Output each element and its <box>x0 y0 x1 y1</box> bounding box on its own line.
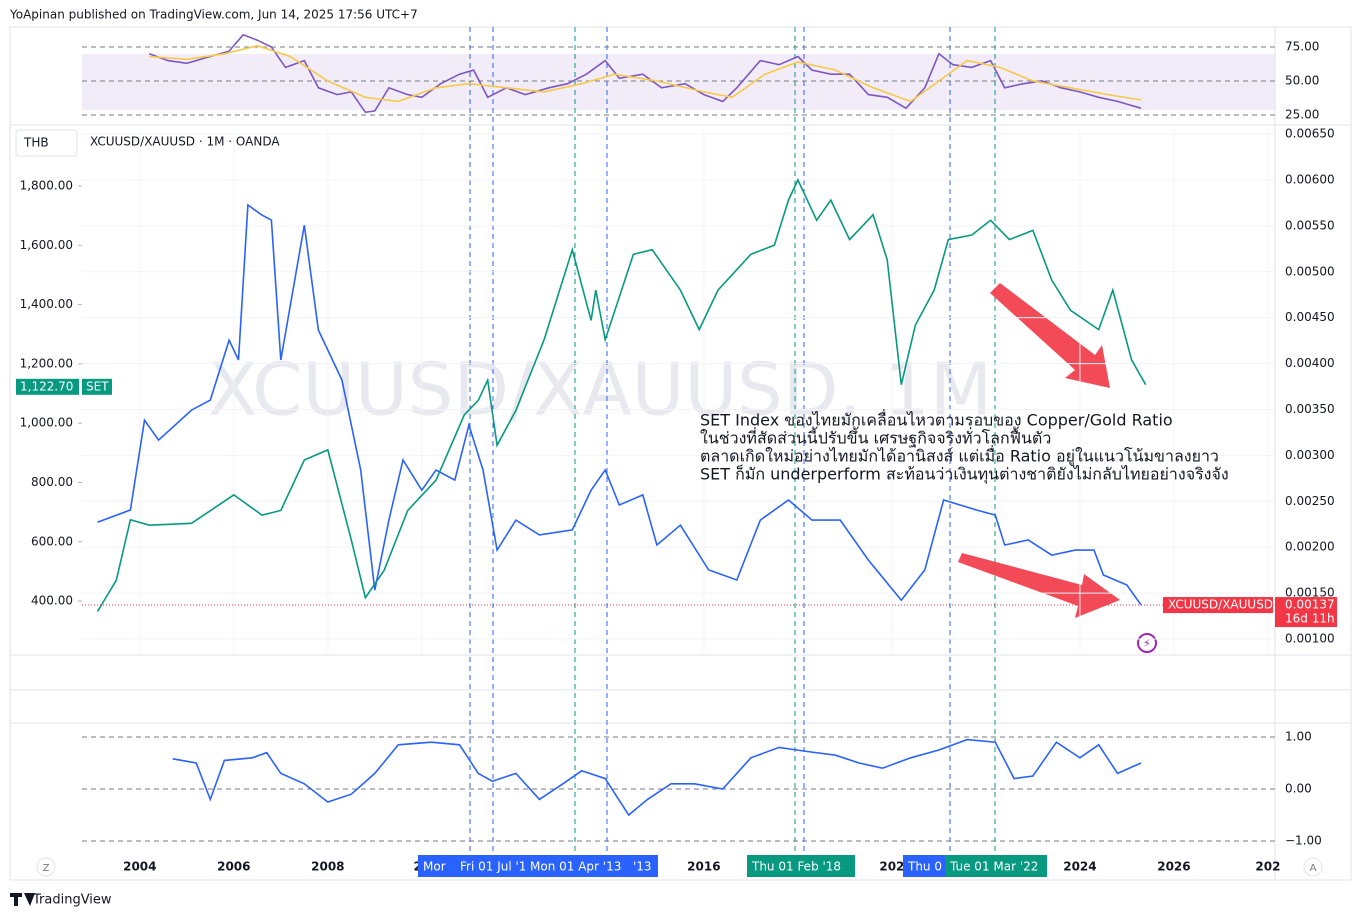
series-line <box>97 203 1142 606</box>
watermark: XCUUSD/XAUUSD, 1M <box>208 348 992 432</box>
rsi-band <box>82 54 1275 110</box>
y2-tick-label: 0.00100 <box>1285 632 1335 646</box>
alert-icon[interactable] <box>1137 633 1157 653</box>
y-tick-label: 600.00 <box>31 534 73 548</box>
price-box <box>16 378 79 395</box>
y-tick-label: 25.00 <box>1285 107 1319 121</box>
date-tag-label: '13 <box>633 860 652 874</box>
date-tag-label: Thu 01 Feb '18 <box>751 860 841 874</box>
date-tag <box>418 855 455 877</box>
date-tag <box>747 855 855 877</box>
price-label: 1,122.70 <box>20 379 73 393</box>
x-tick-label: 202 <box>1255 860 1280 874</box>
y-tick-label: 400.00 <box>31 594 73 608</box>
y-tick-label: 1,200.00 <box>20 356 73 370</box>
date-tag-label: Tue 01 Mar '22 <box>949 860 1038 874</box>
date-tag-label: Mon 01 Apr '13 <box>530 860 621 874</box>
series-name-label: SET <box>86 379 109 393</box>
series-name-label: XCUUSD/XAUUSD <box>1168 598 1273 612</box>
currency[interactable]: THB <box>23 136 49 150</box>
event-lines <box>469 27 996 855</box>
y-tick-label: 1,600.00 <box>20 238 73 252</box>
y2-tick-label: 0.00300 <box>1285 448 1335 462</box>
annotation: ตลาดเกิดใหม่อย่างไทยมักได้อานิสงส์ แต่เม… <box>700 445 1219 467</box>
date-tag <box>903 855 945 877</box>
x-tick-label: 2008 <box>311 860 344 874</box>
y-tick-label: 75.00 <box>1285 40 1319 54</box>
x-tick-label: 2004 <box>123 860 156 874</box>
x-tick-label: 2024 <box>1063 860 1096 874</box>
y2-tick-label: 0.00450 <box>1285 310 1335 324</box>
y2-tick-label: 0.00200 <box>1285 540 1335 554</box>
x-tick-label: 2006 <box>217 860 250 874</box>
zoom-button[interactable] <box>36 857 56 877</box>
frame <box>9 26 1352 881</box>
annotation: ในช่วงที่สัดส่วนนี้ปรับขึ้น เศรษฐกิจจริง… <box>700 427 1051 448</box>
y-tick-label: 1.00 <box>1285 729 1312 743</box>
date-tag-label: Fri 01 Jul '1 <box>460 860 526 874</box>
annotation: SET Index ของไทยมักเคลื่อนไหวตามรอบของ C… <box>700 409 1173 430</box>
y-tick-label: 1,400.00 <box>20 297 73 311</box>
publisher: YoApinan published on TradingView.com, J… <box>9 8 418 22</box>
brand: TradingView <box>32 893 112 908</box>
y-tick-label: 800.00 <box>31 475 73 489</box>
x-tick-label: 202 <box>879 860 904 874</box>
date-tag <box>455 855 525 877</box>
symbol: XCUUSD/XAUUSD · 1M · OANDA <box>90 135 280 149</box>
y2-tick-label: 0.00500 <box>1285 264 1335 278</box>
y2-tick-label: 0.00650 <box>1285 127 1335 141</box>
countdown-label: 16d 11h <box>1285 612 1335 626</box>
y2-tick-label: 0.00250 <box>1285 494 1335 508</box>
y2-tick-label: 0.00550 <box>1285 218 1335 232</box>
price-label: 0.00137 <box>1285 598 1335 612</box>
auto-button[interactable] <box>1303 857 1323 877</box>
series-line <box>172 738 1142 817</box>
series-name-box <box>1163 597 1273 614</box>
y2-tick-label: 0.00350 <box>1285 402 1335 416</box>
currency-box[interactable] <box>15 129 78 157</box>
series-name-box <box>82 378 112 395</box>
x-tick-label: 2026 <box>1157 860 1190 874</box>
annotation: SET ก็มัก underperform สะท้อนว่าเงินทุนต… <box>700 464 1229 485</box>
series-line <box>96 178 1147 612</box>
y-tick-label: 50.00 <box>1285 73 1319 87</box>
zoom-label[interactable]: Z <box>43 863 50 874</box>
y-tick-label: 1,000.00 <box>20 416 73 430</box>
y2-tick-label: 0.00400 <box>1285 356 1335 370</box>
series-line <box>149 44 1142 103</box>
date-tag <box>525 855 628 877</box>
y-tick-label: 0.00 <box>1285 781 1312 795</box>
logo <box>10 893 35 906</box>
date-tag-label: Mor <box>423 860 446 874</box>
date-tag <box>945 855 1047 877</box>
date-tag-label: Thu 0 <box>907 860 942 874</box>
y2-tick-label: 0.00600 <box>1285 172 1335 186</box>
y2-tick-label: 0.00150 <box>1285 586 1335 600</box>
x-tick-label: 2016 <box>687 860 720 874</box>
y-tick-label: 1,800.00 <box>20 179 73 193</box>
price-box <box>1275 597 1337 628</box>
auto-label[interactable]: A <box>1310 863 1317 874</box>
y-tick-label: −1.00 <box>1285 833 1322 847</box>
date-tag <box>628 855 658 877</box>
alert-glyph[interactable]: ⚡ <box>1143 637 1151 650</box>
